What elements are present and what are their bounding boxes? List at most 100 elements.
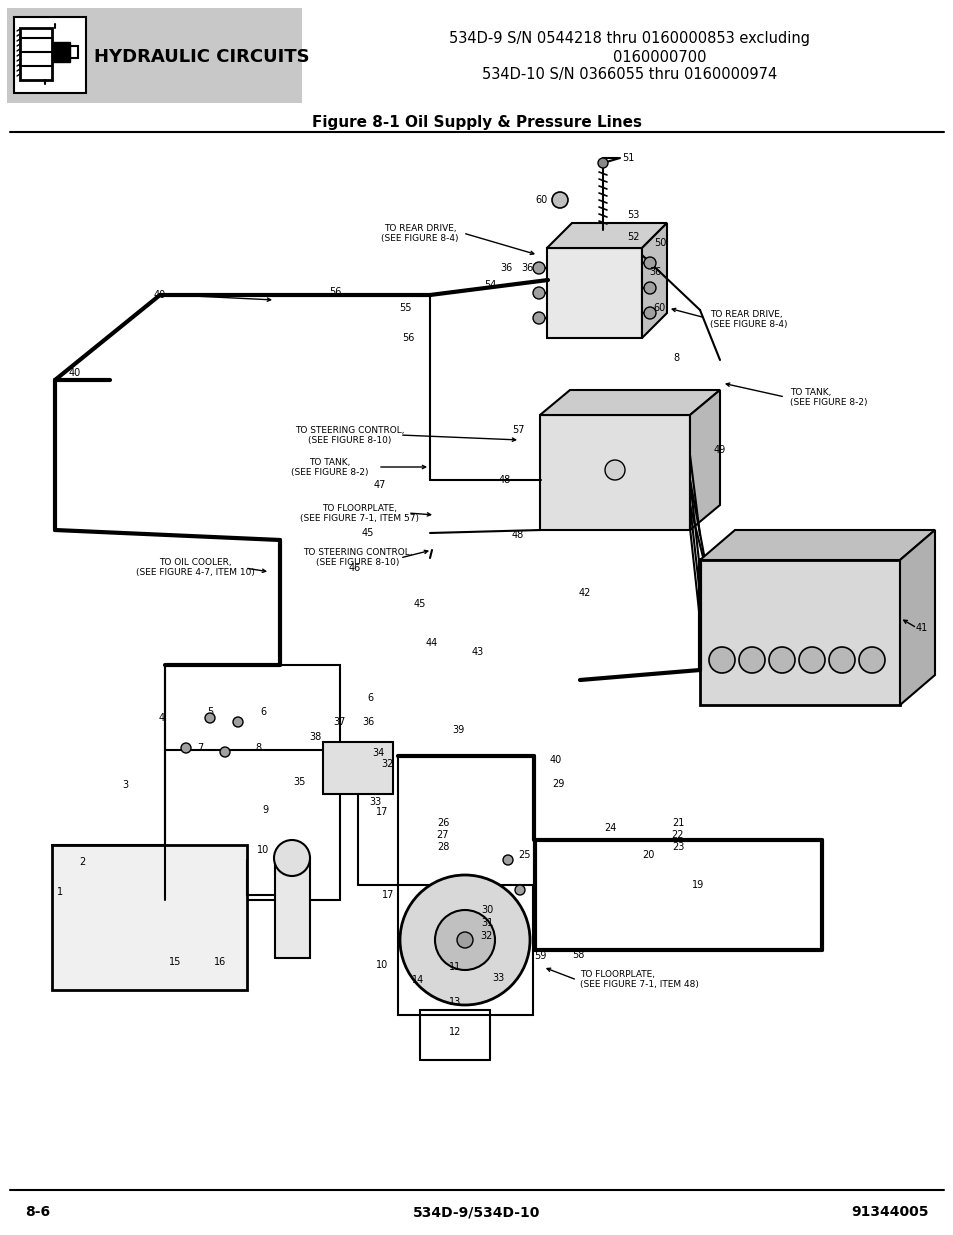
Text: (SEE FIGURE 7-1, ITEM 57): (SEE FIGURE 7-1, ITEM 57) [300, 514, 419, 522]
Polygon shape [546, 224, 666, 248]
Text: 56: 56 [329, 287, 341, 296]
Circle shape [233, 718, 243, 727]
Bar [52, 845, 247, 990]
Text: 41: 41 [915, 622, 927, 634]
Circle shape [435, 910, 495, 969]
Bar [546, 248, 641, 338]
Text: (SEE FIGURE 8-4): (SEE FIGURE 8-4) [709, 321, 786, 330]
Bar [7, 7, 302, 103]
Text: 36: 36 [520, 263, 533, 273]
Text: 33: 33 [492, 973, 503, 983]
Text: 59: 59 [534, 951, 546, 961]
Text: 51: 51 [621, 153, 634, 163]
Text: 15: 15 [169, 957, 181, 967]
Text: 36: 36 [361, 718, 374, 727]
Text: (SEE FIGURE 8-10): (SEE FIGURE 8-10) [308, 436, 392, 445]
Text: 17: 17 [381, 890, 394, 900]
Text: 33: 33 [369, 797, 381, 806]
Text: 58: 58 [571, 950, 583, 960]
Text: 45: 45 [361, 529, 374, 538]
Text: 44: 44 [425, 638, 437, 648]
Bar [274, 858, 310, 958]
Text: (SEE FIGURE 8-2): (SEE FIGURE 8-2) [789, 398, 866, 406]
Text: TO STEERING CONTROL,: TO STEERING CONTROL, [303, 548, 413, 557]
Circle shape [456, 932, 473, 948]
Text: TO REAR DRIVE,: TO REAR DRIVE, [709, 310, 781, 320]
Text: 8: 8 [254, 743, 261, 753]
Bar [52, 42, 70, 62]
Text: 534D-10 S/N 0366055 thru 0160000974: 534D-10 S/N 0366055 thru 0160000974 [482, 67, 777, 82]
Text: (SEE FIGURE 8-4): (SEE FIGURE 8-4) [381, 233, 458, 242]
Circle shape [799, 647, 824, 673]
Text: 54: 54 [483, 280, 496, 290]
Text: 40: 40 [69, 368, 81, 378]
Text: 1: 1 [57, 887, 63, 897]
Text: 38: 38 [309, 732, 321, 742]
Text: 56: 56 [401, 333, 414, 343]
Circle shape [552, 191, 567, 207]
Bar [14, 17, 86, 93]
Text: 22: 22 [671, 830, 683, 840]
Text: (SEE FIGURE 8-2): (SEE FIGURE 8-2) [291, 468, 369, 477]
Text: HYDRAULIC CIRCUITS: HYDRAULIC CIRCUITS [94, 48, 310, 65]
Text: 534D-9 S/N 0544218 thru 0160000853 excluding: 534D-9 S/N 0544218 thru 0160000853 exclu… [449, 31, 810, 46]
Text: TO FLOORPLATE,: TO FLOORPLATE, [579, 971, 655, 979]
Circle shape [739, 647, 764, 673]
Text: 2: 2 [79, 857, 85, 867]
Circle shape [533, 312, 544, 324]
Text: 46: 46 [349, 563, 361, 573]
Text: 91344005: 91344005 [851, 1205, 928, 1219]
Bar [70, 46, 78, 58]
Text: 9: 9 [262, 805, 268, 815]
Circle shape [515, 885, 524, 895]
Circle shape [502, 855, 513, 864]
Text: TO TANK,: TO TANK, [309, 457, 351, 467]
Text: 11: 11 [293, 863, 305, 873]
Polygon shape [641, 224, 666, 338]
Circle shape [643, 257, 656, 269]
Text: 39: 39 [452, 725, 464, 735]
Circle shape [768, 647, 794, 673]
Text: 42: 42 [578, 588, 591, 598]
Text: 30: 30 [480, 905, 493, 915]
Text: 19: 19 [691, 881, 703, 890]
Circle shape [220, 747, 230, 757]
Circle shape [604, 459, 624, 480]
Polygon shape [700, 530, 934, 559]
Text: (SEE FIGURE 8-10): (SEE FIGURE 8-10) [316, 558, 399, 568]
Text: 25: 25 [518, 850, 531, 860]
Text: 10: 10 [256, 845, 269, 855]
Circle shape [708, 647, 734, 673]
Text: TO TANK,: TO TANK, [789, 388, 830, 396]
Circle shape [533, 262, 544, 274]
Text: 37: 37 [334, 718, 346, 727]
Circle shape [643, 308, 656, 319]
Text: 8: 8 [672, 353, 679, 363]
Text: 49: 49 [713, 445, 725, 454]
Text: 45: 45 [414, 599, 426, 609]
Text: 534D-9/534D-10: 534D-9/534D-10 [413, 1205, 540, 1219]
Text: 11: 11 [449, 962, 460, 972]
Text: 53: 53 [626, 210, 639, 220]
Text: 60: 60 [536, 195, 547, 205]
Text: 14: 14 [412, 974, 424, 986]
Text: (SEE FIGURE 4-7, ITEM 10): (SEE FIGURE 4-7, ITEM 10) [135, 568, 254, 578]
Text: TO STEERING CONTROL,: TO STEERING CONTROL, [294, 426, 404, 435]
Text: 48: 48 [498, 475, 511, 485]
Text: 21: 21 [671, 818, 683, 827]
Text: 5: 5 [207, 706, 213, 718]
Text: 24: 24 [603, 823, 616, 832]
Text: 55: 55 [398, 303, 411, 312]
Text: 29: 29 [551, 779, 563, 789]
Text: 36: 36 [499, 263, 512, 273]
Text: 20: 20 [641, 850, 654, 860]
Polygon shape [899, 530, 934, 705]
Text: 31: 31 [480, 918, 493, 927]
Text: 12: 12 [448, 1028, 460, 1037]
Bar [165, 664, 339, 900]
Text: 47: 47 [374, 480, 386, 490]
Text: TO FLOORPLATE,: TO FLOORPLATE, [322, 504, 397, 513]
Text: 17: 17 [375, 806, 388, 818]
Text: 48: 48 [512, 530, 523, 540]
Text: 6: 6 [367, 693, 373, 703]
